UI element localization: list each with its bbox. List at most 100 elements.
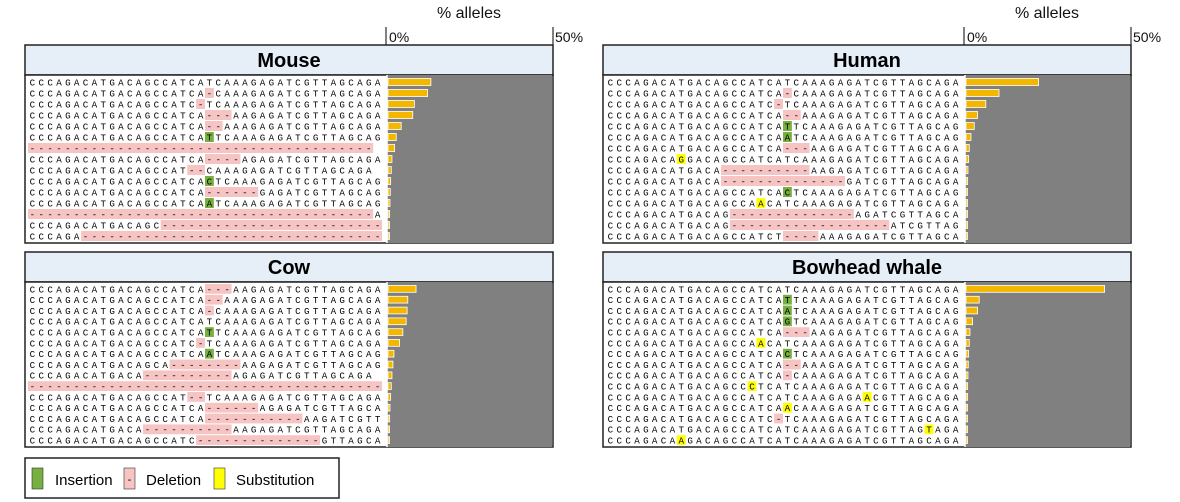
- sequence-char: A: [953, 436, 959, 447]
- sequence-char: C: [661, 144, 667, 155]
- sequence-char: A: [198, 328, 204, 339]
- sequence-char: G: [65, 338, 71, 349]
- sequence-char: G: [366, 111, 372, 122]
- deletion-mark: [160, 220, 382, 230]
- sequence-char: C: [127, 221, 133, 232]
- sequence-char: A: [242, 295, 248, 306]
- sequence-char: A: [714, 328, 720, 339]
- sequence-char: T: [313, 155, 319, 166]
- sequence-char: A: [56, 392, 62, 403]
- sequence-char: C: [767, 78, 773, 89]
- sequence-char: A: [652, 232, 658, 243]
- sequence-char: A: [820, 425, 826, 436]
- sequence-char: A: [136, 221, 142, 232]
- sequence-char: G: [944, 144, 950, 155]
- sequence-char: C: [189, 436, 195, 447]
- sequence-char: C: [625, 100, 631, 111]
- sequence-char: C: [661, 199, 667, 210]
- sequence-char: T: [678, 328, 684, 339]
- sequence-char: G: [829, 166, 835, 177]
- sequence-char: A: [242, 284, 248, 295]
- sequence-char: -: [785, 89, 791, 100]
- sequence-char: T: [286, 284, 292, 295]
- sequence-char: A: [714, 78, 720, 89]
- sequence-char: G: [145, 317, 151, 328]
- sequence-char: C: [926, 89, 932, 100]
- sequence-char: G: [251, 425, 257, 436]
- sequence-char: A: [198, 199, 204, 210]
- sequence-char: T: [678, 133, 684, 144]
- sequence-char: T: [678, 144, 684, 155]
- sequence-char: -: [224, 414, 230, 425]
- sequence-char: -: [189, 382, 195, 393]
- sequence-char: G: [953, 295, 959, 306]
- sequence-char: G: [882, 436, 888, 447]
- sequence-char: A: [634, 111, 640, 122]
- sequence-char: A: [136, 414, 142, 425]
- sequence-char: G: [643, 144, 649, 155]
- sequence-char: G: [145, 155, 151, 166]
- sequence-char: T: [873, 295, 879, 306]
- sequence-char: A: [855, 382, 861, 393]
- sequence-char: C: [47, 436, 53, 447]
- sequence-char: A: [714, 144, 720, 155]
- sequence-char: T: [900, 100, 906, 111]
- sequence-char: A: [224, 78, 230, 89]
- sequence-char: A: [357, 317, 363, 328]
- sequence-char: C: [617, 133, 623, 144]
- sequence-char: A: [260, 78, 266, 89]
- sequence-char: G: [65, 306, 71, 317]
- substitution-mark: [676, 154, 686, 164]
- sequence-char: C: [83, 111, 89, 122]
- sequence-char: C: [909, 221, 915, 232]
- sequence-char: -: [171, 371, 177, 382]
- sequence-char: C: [127, 199, 133, 210]
- sequence-char: A: [802, 360, 808, 371]
- sequence-char: C: [47, 188, 53, 199]
- sequence-char: G: [687, 436, 693, 447]
- allele-bar: [387, 111, 414, 119]
- sequence-char: A: [855, 232, 861, 243]
- sequence-char: T: [864, 100, 870, 111]
- allele-bar: [965, 295, 980, 304]
- sequence-char: A: [847, 295, 853, 306]
- sequence-char: T: [785, 392, 791, 403]
- sequence-char: -: [295, 144, 301, 155]
- sequence-char: C: [882, 306, 888, 317]
- sequence-char: T: [286, 317, 292, 328]
- sequence-char: G: [251, 306, 257, 317]
- sequence-char: A: [286, 133, 292, 144]
- sequence-char: -: [198, 360, 204, 371]
- sequence-char: C: [749, 382, 755, 393]
- sequence-char: G: [723, 382, 729, 393]
- sequence-char: G: [723, 89, 729, 100]
- sequence-char: G: [785, 317, 791, 328]
- deletion-mark: [28, 381, 382, 391]
- sequence-char: -: [269, 210, 275, 221]
- sequence-char: A: [242, 155, 248, 166]
- sequence-char: -: [366, 221, 372, 232]
- sequence-char: T: [180, 338, 186, 349]
- sequence-char: C: [39, 78, 45, 89]
- sequence-char: C: [740, 360, 746, 371]
- sequence-char: A: [820, 306, 826, 317]
- sequence-char: G: [944, 89, 950, 100]
- sequence-char: G: [891, 295, 897, 306]
- sequence-char: T: [882, 232, 888, 243]
- sequence-char: A: [838, 360, 844, 371]
- sequence-char: A: [864, 306, 870, 317]
- sequence-char: -: [162, 425, 168, 436]
- sequence-char: A: [136, 199, 142, 210]
- sequence-char: G: [917, 338, 923, 349]
- sequence-char: C: [661, 210, 667, 221]
- sequence-char: C: [732, 382, 738, 393]
- sequence-char: A: [233, 338, 239, 349]
- sequence-char: G: [145, 111, 151, 122]
- sequence-char: -: [295, 414, 301, 425]
- sequence-char: A: [118, 436, 124, 447]
- sequence-char: A: [802, 392, 808, 403]
- sequence-char: C: [608, 392, 614, 403]
